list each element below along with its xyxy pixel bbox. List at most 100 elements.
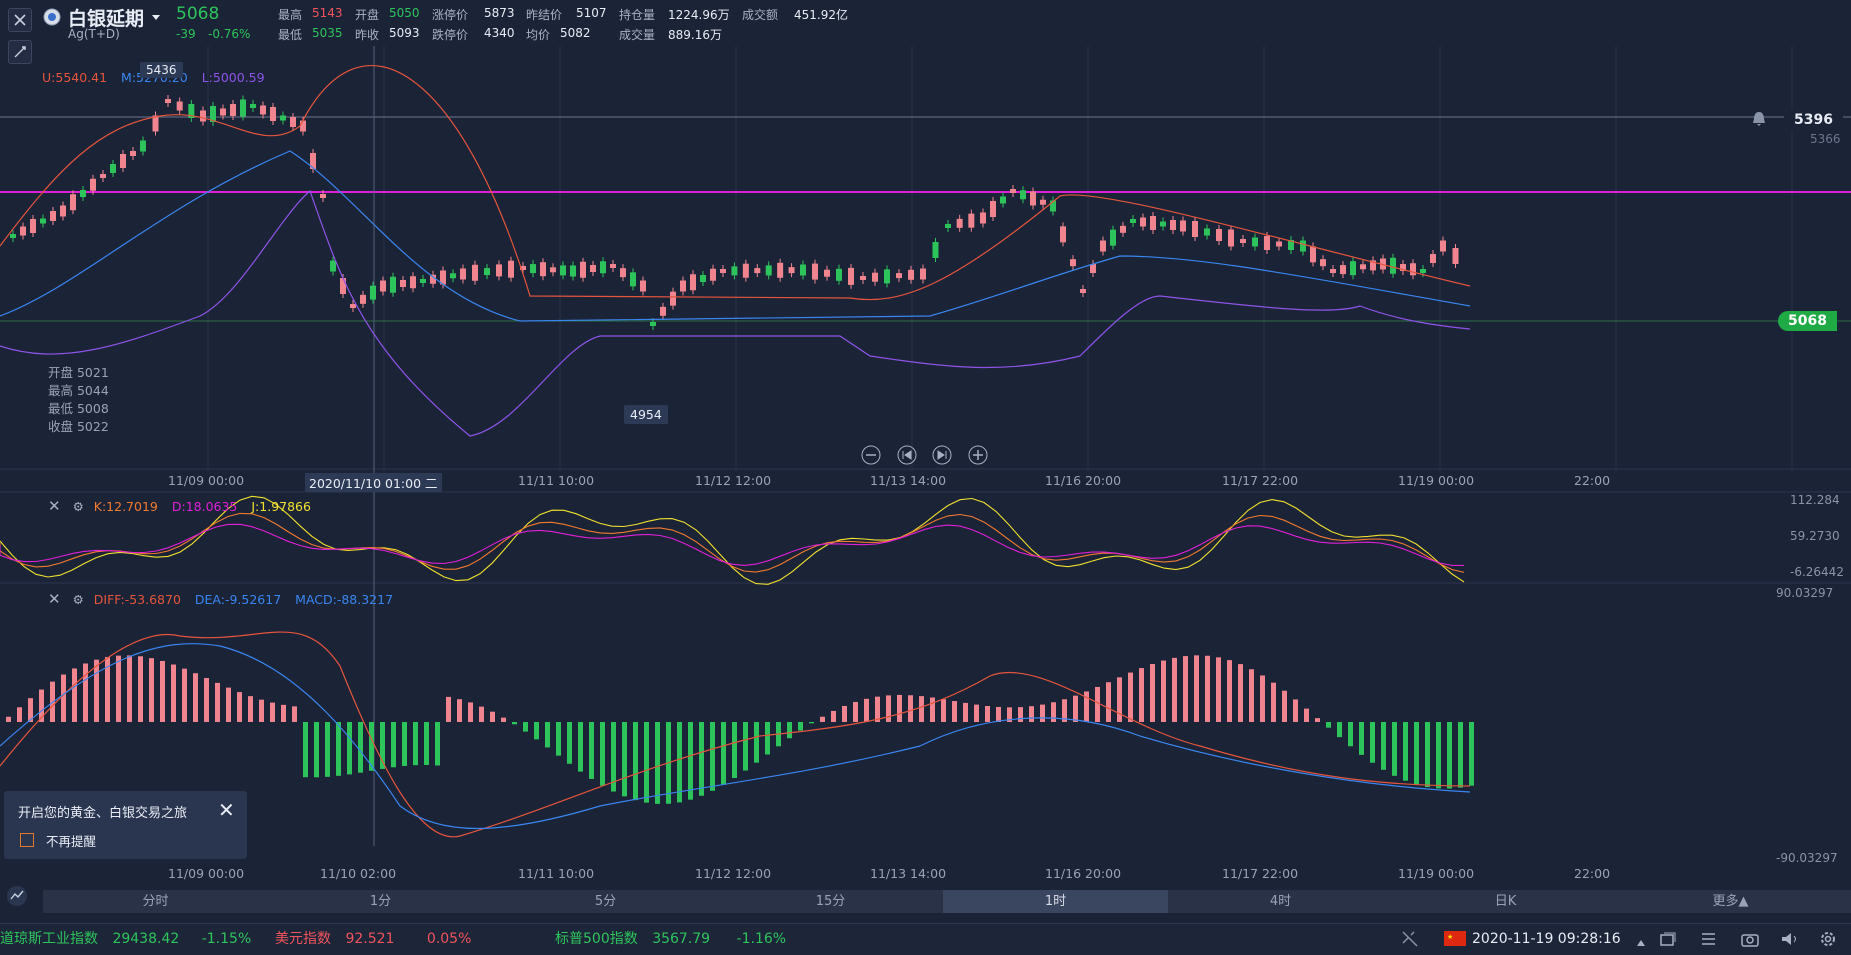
macd-bar (1249, 669, 1254, 722)
macd-bar (952, 701, 957, 722)
macd-bar (1458, 722, 1463, 788)
gear-icon[interactable]: ⚙ (72, 499, 84, 514)
macd-bar (72, 668, 77, 722)
candle (1170, 220, 1176, 230)
candle (945, 224, 951, 228)
x-axis-label: 11/19 00:00 (1398, 473, 1475, 488)
macd-bar (787, 722, 792, 739)
timeframe-tab[interactable]: 15分 (815, 894, 846, 909)
window-icon[interactable] (1658, 930, 1676, 952)
list-icon[interactable] (1699, 930, 1717, 952)
macd-bar (1117, 677, 1122, 722)
candle (1390, 257, 1396, 274)
candle (390, 276, 396, 293)
caret-up-icon[interactable] (1636, 933, 1646, 952)
close-icon[interactable]: ✕ (48, 497, 61, 515)
macd-bar (1359, 722, 1364, 755)
macd-bar (160, 660, 165, 722)
macd-bar (1018, 707, 1023, 722)
timeframe-tab[interactable]: 更多▲ (1712, 894, 1749, 909)
alert-price-tag[interactable]: 5396 (1784, 110, 1843, 130)
timeframe-tab[interactable]: 1分 (369, 894, 392, 909)
draw-tool-button[interactable] (8, 40, 32, 64)
speaker-icon[interactable] (1779, 930, 1799, 952)
ticker-item-dow[interactable]: 道琼斯工业指数 29438.42 -1.15% (0, 924, 251, 954)
candle (176, 101, 183, 111)
macd-bar (105, 657, 110, 722)
kdj-d-line (0, 523, 1464, 566)
candle (130, 151, 136, 156)
candle (430, 274, 436, 284)
kdj-k-label: K:12.7019 (93, 499, 158, 514)
timeframe-tab[interactable]: 日K (1494, 894, 1517, 909)
timeframe-tab[interactable]: 4时 (1269, 894, 1292, 909)
macd-bar (6, 716, 11, 722)
promo-popup: 开启您的黄金、白银交易之旅 ✕ 不再提醒 (4, 791, 247, 859)
candle (908, 269, 914, 280)
jump-start-button[interactable] (897, 445, 917, 465)
macd-diff-label: DIFF:-53.6870 (93, 592, 181, 607)
timeframe-tab[interactable]: 1时 (943, 890, 1168, 913)
zoom-in-button[interactable] (968, 445, 988, 465)
close-chart-button[interactable] (8, 8, 32, 32)
no-link-icon[interactable] (1400, 930, 1420, 952)
chart-canvas[interactable] (0, 46, 1851, 890)
close-icon[interactable]: ✕ (48, 590, 61, 608)
macd-bar (226, 687, 231, 722)
chevron-down-icon[interactable] (150, 8, 162, 27)
macd-bar (622, 722, 627, 797)
macd-bar (930, 697, 935, 722)
candle (40, 218, 46, 224)
candle (370, 285, 376, 300)
candle (980, 212, 986, 224)
candle (1110, 229, 1116, 246)
x-axis-label: 11/11 10:00 (518, 866, 595, 881)
macd-bar (1205, 655, 1210, 722)
timeframe-tab[interactable]: 5分 (594, 894, 617, 909)
ticker-name: 美元指数 (275, 931, 331, 947)
candle (1240, 239, 1246, 243)
candle (560, 265, 566, 276)
candle (580, 261, 586, 278)
macd-bar (765, 722, 770, 755)
macd-bar (1194, 655, 1199, 722)
candle (660, 306, 666, 316)
macd-bar (820, 716, 825, 722)
candle (590, 265, 596, 272)
candle (1130, 219, 1136, 223)
candle (30, 219, 36, 233)
bell-icon[interactable] (1750, 110, 1768, 132)
ticker-item-sp500[interactable]: 标普500指数 3567.79 -1.16% (555, 924, 786, 954)
candle (410, 276, 416, 289)
indicator-icon[interactable] (6, 885, 28, 911)
popup-title: 开启您的黄金、白银交易之旅 (18, 806, 188, 821)
candle (1120, 225, 1126, 233)
gear-icon[interactable]: ⚙ (72, 592, 84, 607)
macd-bar (237, 692, 242, 722)
settings-gear-icon[interactable] (1818, 930, 1838, 952)
dont-remind-checkbox[interactable] (20, 833, 34, 847)
instrument-name[interactable]: 白银延期 (68, 8, 145, 30)
candle (600, 261, 606, 274)
candle (70, 194, 76, 211)
zoom-out-button[interactable] (861, 445, 881, 465)
candle (1320, 259, 1326, 267)
stat-value: 5143 (312, 6, 343, 20)
candle (496, 264, 502, 277)
macd-bar (468, 702, 473, 722)
macd-bar (1227, 660, 1232, 722)
ticker-item-usd[interactable]: 美元指数 92.521 0.05% (275, 924, 471, 954)
macd-bar (1326, 722, 1331, 728)
macd-bar (193, 673, 198, 722)
macd-bar (523, 722, 528, 732)
stat-value: 5093 (389, 26, 420, 40)
jump-end-button[interactable] (932, 445, 952, 465)
timeframe-tab[interactable]: 分时 (142, 894, 169, 909)
popup-close-icon[interactable]: ✕ (218, 798, 235, 822)
stat-label: 持仓量 (619, 8, 656, 22)
candle (956, 218, 963, 228)
ohlc-readout: 开盘 5021 最高 5044 最低 5008 收盘 5022 (48, 364, 109, 436)
camera-icon[interactable] (1740, 930, 1760, 952)
ticker-change: -1.15% (201, 931, 252, 947)
candle (1150, 216, 1156, 230)
